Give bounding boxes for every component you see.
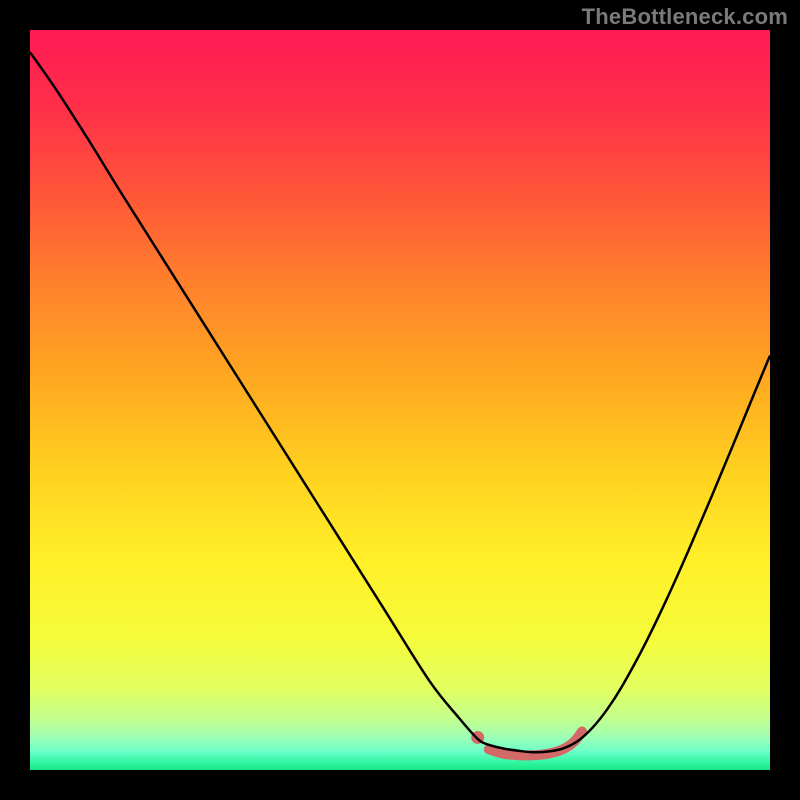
watermark-text: TheBottleneck.com bbox=[582, 4, 788, 30]
chart-frame: TheBottleneck.com bbox=[0, 0, 800, 800]
chart-svg bbox=[30, 30, 770, 770]
gradient-background bbox=[30, 30, 770, 770]
plot-area bbox=[30, 30, 770, 770]
